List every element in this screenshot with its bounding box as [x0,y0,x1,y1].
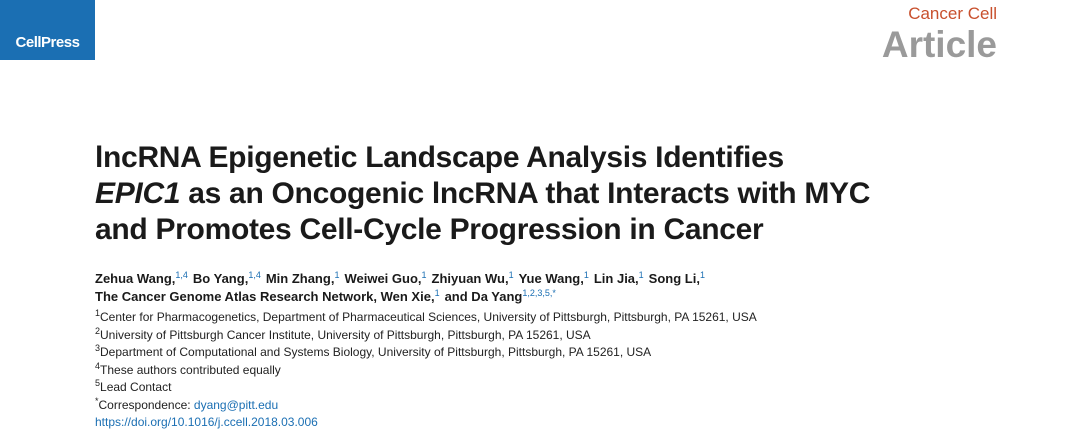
author-name: Min Zhang, [265,271,335,286]
doi-link[interactable]: https://doi.org/10.1016/j.ccell.2018.03.… [95,415,318,429]
affiliation-number: 1 [95,308,101,318]
author-affiliation-mark: 1 [334,270,340,280]
author-name: and Da Yang [444,289,523,304]
author-name: Zhiyuan Wu, [431,271,509,286]
author-name: Song Li, [648,271,700,286]
email-link[interactable]: dyang@pitt.edu [193,397,279,412]
title-text: as an Oncogenic lncRNA that Interacts wi… [180,177,871,210]
publisher-logo: CellPress [0,0,95,60]
author-affiliation-mark: 1,2,3,5,* [522,288,556,298]
author-affiliation-mark: 1,4 [248,270,261,280]
affiliation-number: 5 [95,378,101,388]
affiliation-text: Lead Contact [100,380,172,394]
author-affiliation-mark: 1 [434,288,440,298]
article-type: Article [881,24,997,65]
author-name: The Cancer Genome Atlas Research Network… [95,289,435,304]
affiliation-number: 2 [95,325,101,336]
author-name: Bo Yang, [192,271,249,286]
gene-name: EPIC1 [95,177,181,210]
author-name: Zehua Wang, [95,271,176,286]
affiliation: 2University of Pittsburgh Cancer Institu… [95,325,757,345]
author-affiliation-mark: 1 [421,270,427,280]
author-affiliation-mark: 1 [508,270,514,280]
title-line: EPIC1 as an Oncogenic lncRNA that Intera… [95,176,870,212]
article-title: lncRNA Epigenetic Landscape Analysis Ide… [95,140,870,248]
title-line: lncRNA Epigenetic Landscape Analysis Ide… [95,141,784,174]
correspondence: *Correspondence: dyang@pitt.edu [95,395,757,415]
author-line: Zehua Wang,1,4 Bo Yang,1,4 Min Zhang,1 Weiw… [95,270,710,288]
author-affiliation-mark: 1 [583,270,589,280]
affiliation-text: University of Pittsburgh Cancer Institut… [100,327,591,342]
correspondence-label: Correspondence: [98,397,194,412]
author-name: Yue Wang, [518,271,584,286]
author-name: Weiwei Guo, [344,271,422,286]
affiliation-text: These authors contributed equally [100,362,281,377]
correspondence-mark: * [95,395,99,406]
affiliation: 3Department of Computational and Systems… [95,344,757,362]
author-affiliation-mark: 1,4 [175,270,188,280]
affiliation-text: Department of Computational and Systems … [100,345,652,359]
affiliation: 4These authors contributed equally [95,360,757,380]
affiliation-text: Center for Pharmacogenetics, Department … [100,310,757,324]
journal-name: Cancer Cell [908,4,997,23]
affiliation-number: 3 [95,343,101,353]
affiliation: 1Center for Pharmacogenetics, Department… [95,309,757,327]
affiliations: 1Center for Pharmacogenetics, Department… [95,309,757,432]
title-line: and Promotes Cell-Cycle Progression in C… [95,213,764,246]
affiliation-number: 4 [95,360,101,371]
author-line: The Cancer Genome Atlas Research Network… [95,288,710,306]
affiliation: 5Lead Contact [95,379,757,397]
author-affiliation-mark: 1 [638,270,644,280]
author-affiliation-mark: 1 [699,270,705,280]
author-name: Lin Jia, [593,271,639,286]
author-list: Zehua Wang,1,4 Bo Yang,1,4 Min Zhang,1 Weiw… [95,270,710,306]
